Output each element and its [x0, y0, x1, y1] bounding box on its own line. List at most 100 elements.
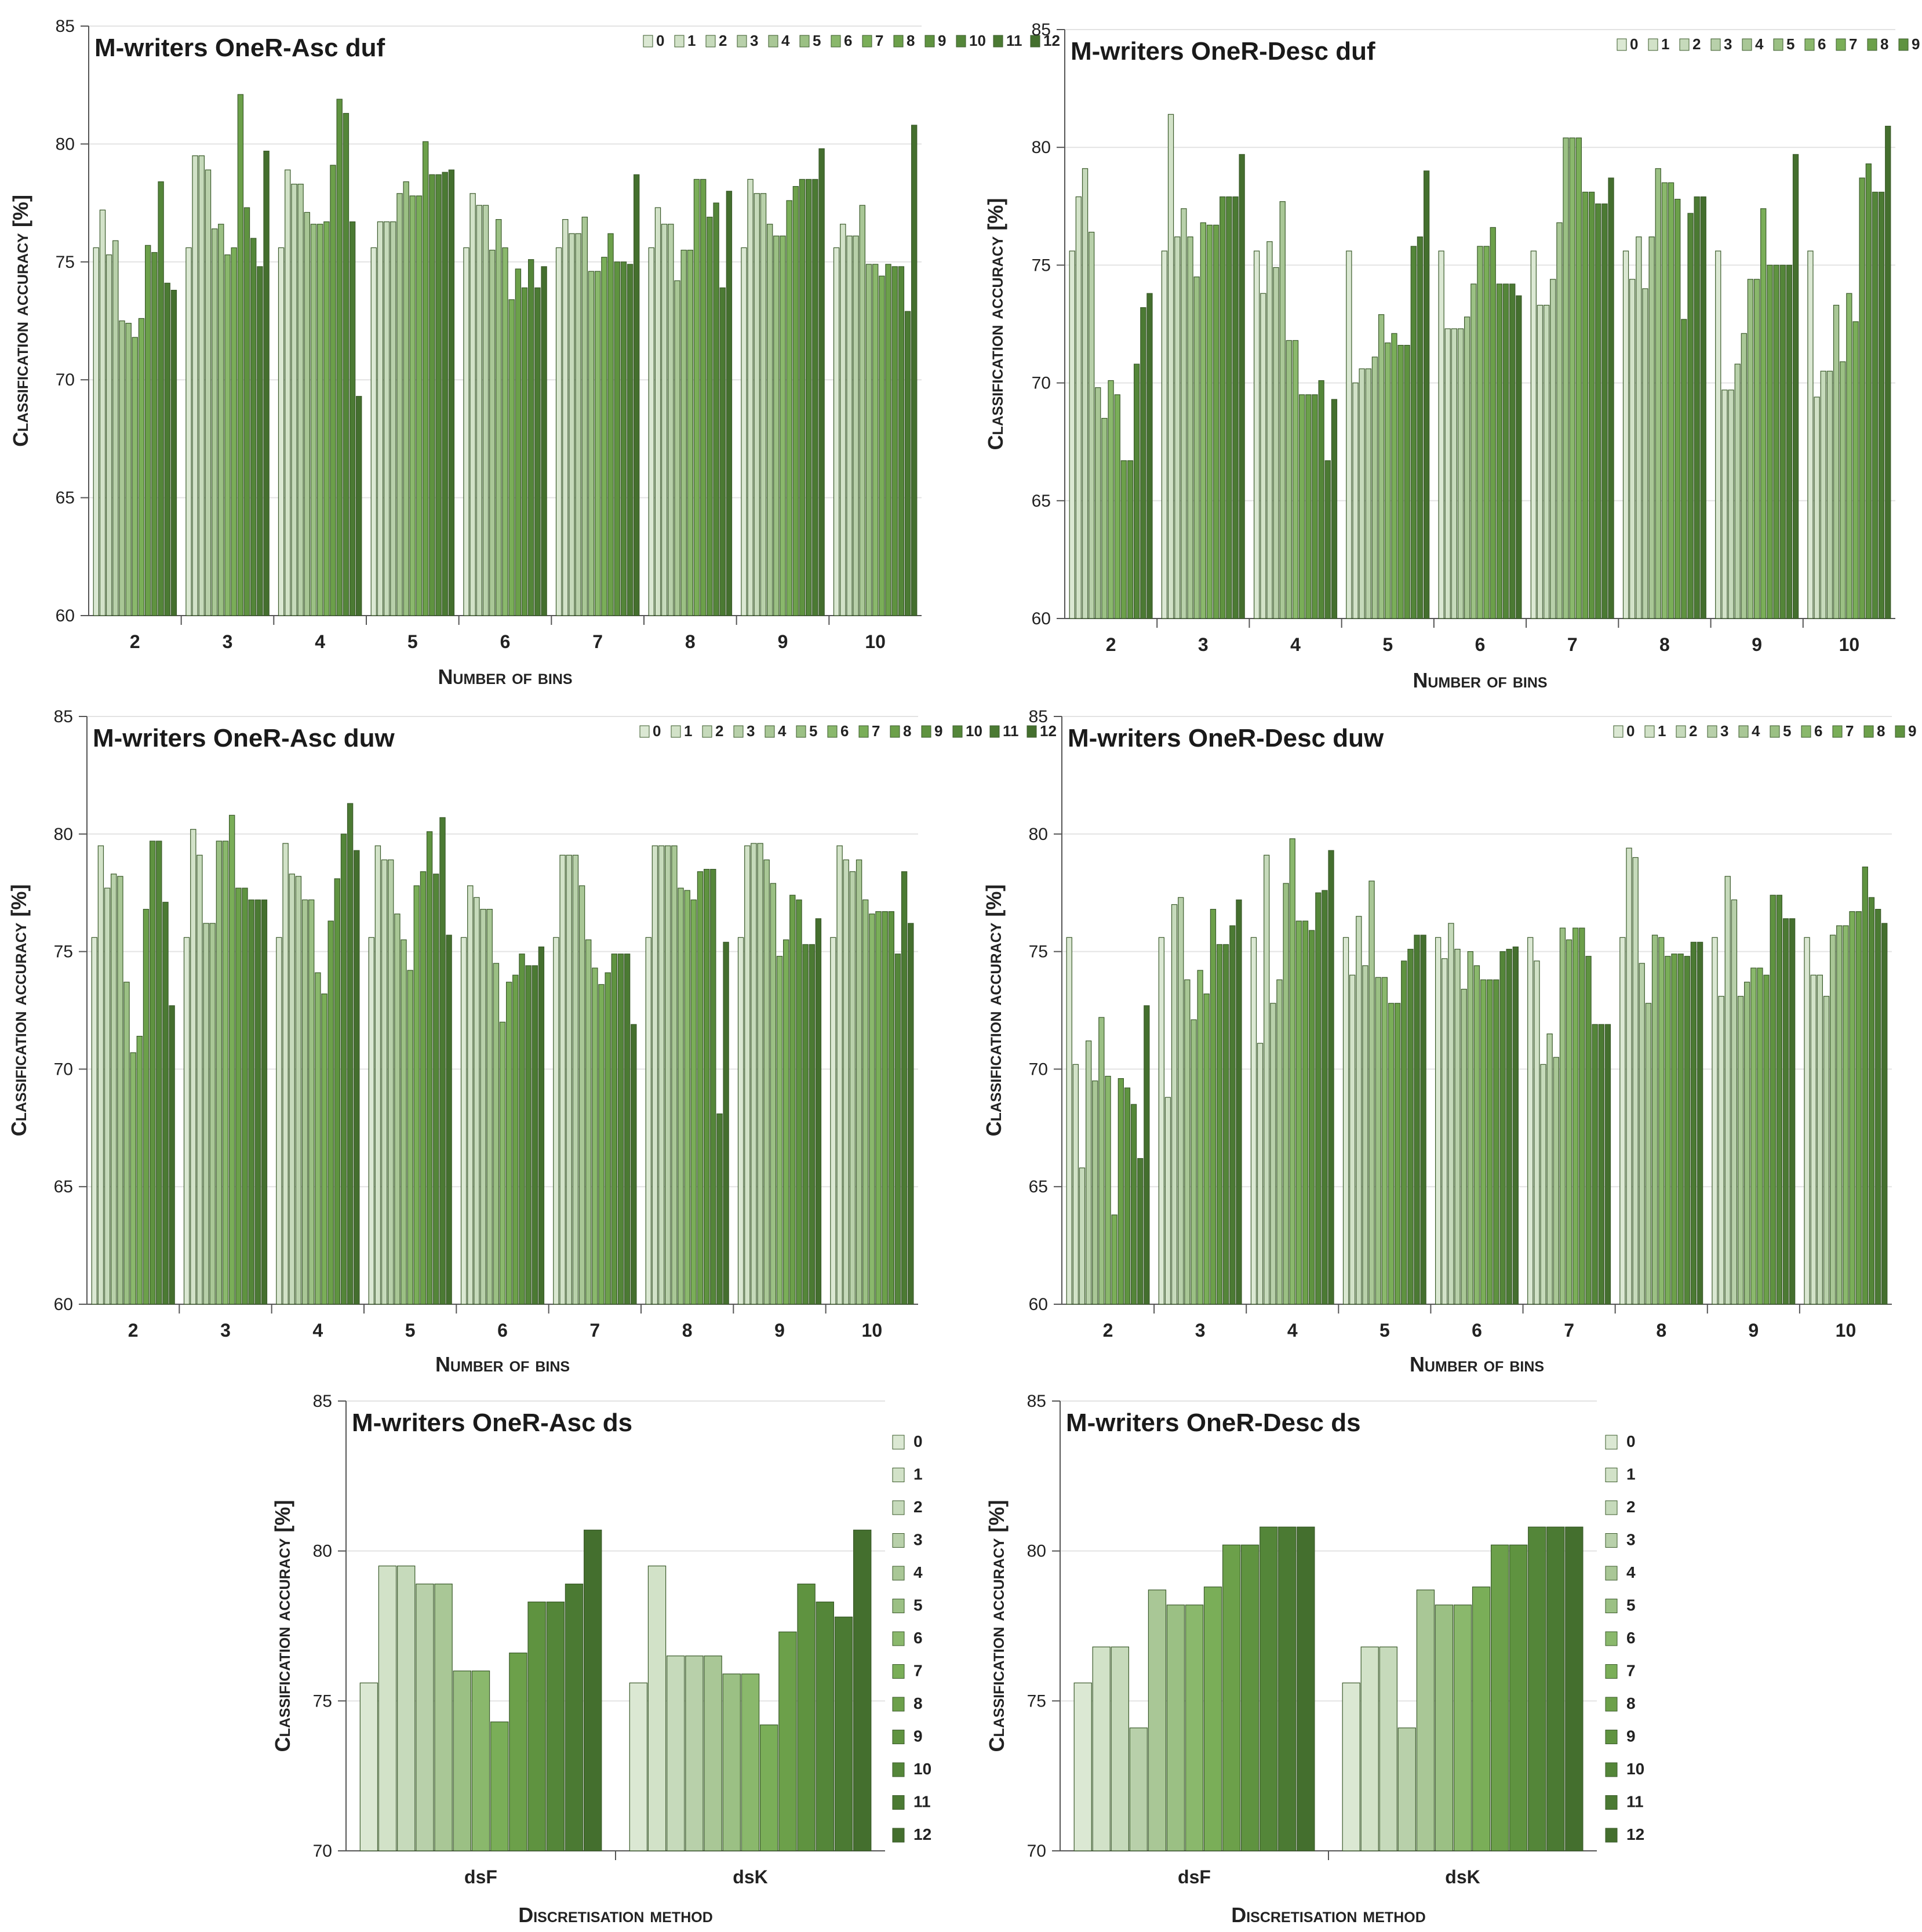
bar-series-2 [1632, 857, 1639, 1305]
bar-series-4 [1279, 201, 1286, 619]
bar-series-10 [1528, 1526, 1546, 1851]
bar-series-6 [502, 247, 508, 616]
bar-series-8 [422, 141, 429, 616]
legend-label-8: 8 [1877, 722, 1885, 740]
bar-series-11 [834, 1616, 853, 1851]
bar-series-1 [99, 209, 106, 616]
legend-swatch-6 [892, 1631, 905, 1646]
bar-series-0 [555, 247, 562, 616]
bar-series-8 [327, 920, 334, 1305]
bar-series-12 [1236, 899, 1242, 1305]
bar-series-3 [1273, 267, 1279, 619]
legend-swatch-4 [1742, 38, 1752, 51]
legend-label-1: 1 [1661, 35, 1669, 53]
bar-series-2 [1079, 1167, 1086, 1305]
bar-series-3 [849, 871, 856, 1305]
bar-series-9 [1509, 1544, 1528, 1851]
bar-series-7 [1203, 1587, 1222, 1851]
bar-series-0 [648, 247, 654, 616]
legend-swatch-1 [1605, 1468, 1618, 1482]
bar-series-12 [446, 934, 452, 1305]
bar-series-1 [1718, 996, 1724, 1305]
bar-series-9 [242, 887, 248, 1305]
y-tick-label: 75 [56, 253, 75, 272]
bar-series-8 [1579, 927, 1585, 1305]
y-tick-label: 80 [54, 825, 73, 844]
bar-series-5 [216, 841, 223, 1305]
bar-series-10 [620, 261, 627, 616]
bar-series-1 [378, 1565, 397, 1851]
legend-swatch-2 [702, 725, 712, 738]
bar-series-1 [1075, 196, 1082, 619]
legend-label-5: 5 [1786, 35, 1794, 53]
bar-series-11 [1875, 908, 1881, 1305]
bar-series-0 [91, 937, 97, 1305]
bar-series-0 [741, 247, 747, 616]
bar-series-2 [1451, 328, 1458, 619]
bar-series-0 [1342, 1682, 1360, 1851]
legend-swatch-9 [924, 35, 935, 48]
bar-series-3 [480, 908, 486, 1305]
bar-series-1 [1810, 974, 1817, 1305]
bar-series-6 [1569, 137, 1575, 619]
bar-series-5 [1470, 283, 1477, 619]
bar-series-7 [1480, 979, 1487, 1305]
legend-label-8: 8 [913, 1694, 923, 1712]
legend-swatch-12 [1026, 725, 1037, 738]
bar-series-10 [435, 174, 442, 616]
bar-series-5 [1467, 951, 1474, 1305]
bar-series-9 [614, 261, 620, 616]
legend-swatch-11 [1605, 1795, 1618, 1810]
bar-series-8 [1671, 954, 1677, 1305]
bar-series-12 [723, 941, 729, 1305]
x-axis-label: Discretisation method [518, 1903, 713, 1927]
bar-series-0 [830, 937, 836, 1305]
bar-series-6 [315, 972, 321, 1305]
bar-series-4 [1184, 979, 1191, 1305]
y-tick-label: 70 [1027, 1842, 1046, 1861]
bar-series-3 [1454, 948, 1461, 1305]
bar-series-5 [678, 887, 684, 1305]
bar-series-8 [237, 94, 244, 616]
legend-swatch-5 [799, 35, 810, 48]
legend-label-4: 4 [778, 722, 787, 740]
legend-swatch-8 [893, 35, 904, 48]
bar-series-3 [1129, 1727, 1148, 1851]
bar-series-5 [1747, 279, 1754, 619]
bar-series-2 [196, 854, 203, 1305]
x-tick-label: 6 [500, 631, 511, 652]
bar-series-5 [1378, 314, 1385, 619]
y-tick-label: 85 [1027, 1392, 1046, 1411]
bar-series-7 [1111, 1214, 1117, 1305]
bar-series-11 [565, 1584, 584, 1851]
bar-series-7 [1114, 394, 1120, 619]
y-tick-label: 60 [1029, 1295, 1048, 1314]
bar-series-6 [1197, 970, 1203, 1305]
bar-series-10 [1595, 203, 1601, 619]
y-axis-label: Classification accuracy [%] [271, 1500, 294, 1752]
bar-series-0 [629, 1682, 648, 1851]
bar-series-0 [1435, 937, 1442, 1305]
legend-swatch-6 [1804, 38, 1815, 51]
bar-series-3 [757, 843, 763, 1305]
x-tick-label: 5 [1382, 634, 1393, 655]
y-tick-label: 80 [56, 134, 75, 154]
bar-series-9 [1770, 894, 1776, 1305]
legend-label-7: 7 [872, 722, 880, 740]
bar-series-3 [853, 235, 859, 616]
bar-series-0 [1073, 1682, 1092, 1851]
bar-series-1 [1534, 960, 1540, 1305]
legend-label-4: 4 [1755, 35, 1764, 53]
y-tick-label: 85 [313, 1392, 332, 1411]
bar-series-11 [1324, 460, 1331, 619]
bar-series-7 [1203, 993, 1210, 1305]
x-tick-label: 10 [1836, 1320, 1857, 1341]
legend-label-8: 8 [1880, 35, 1888, 53]
bar-series-11 [1506, 948, 1512, 1305]
bar-series-9 [1585, 956, 1592, 1305]
x-tick-label: 4 [315, 631, 325, 652]
legend-label-2: 2 [913, 1498, 923, 1516]
